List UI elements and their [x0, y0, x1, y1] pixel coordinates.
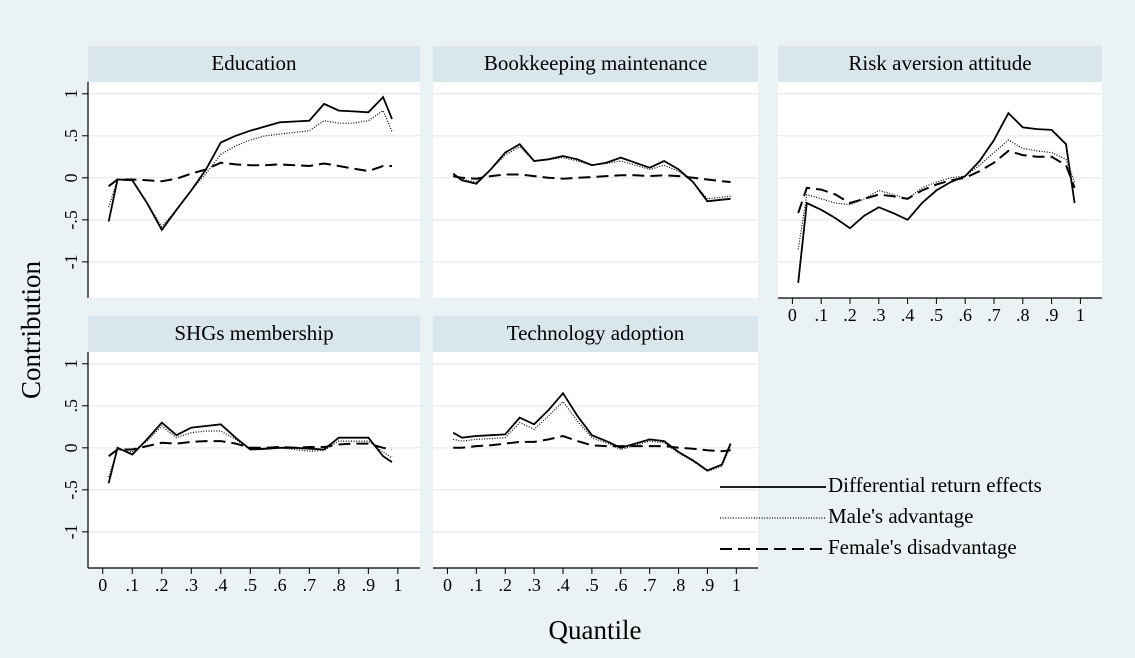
series-line	[453, 173, 731, 183]
x-tick-label: 0	[788, 305, 797, 325]
legend-label: Male's advantage	[828, 504, 973, 528]
y-tick-label: -.5	[61, 210, 81, 230]
x-tick-label: 1	[1076, 305, 1085, 325]
x-tick-label: .3	[872, 305, 886, 325]
plot-area	[778, 82, 1102, 298]
legend-label: Female's disadvantage	[828, 535, 1017, 559]
x-tick-label: 1	[732, 575, 741, 595]
x-tick-label: .9	[701, 575, 715, 595]
y-tick-label: 1	[61, 359, 81, 368]
series-line	[108, 440, 393, 457]
series-line	[453, 434, 731, 453]
y-tick-label: 0	[61, 443, 81, 452]
y-tick-label: .5	[61, 399, 81, 413]
y-tick-label: .5	[61, 129, 81, 143]
x-tick-label: 1	[393, 575, 402, 595]
series-line	[107, 95, 393, 232]
x-tick-label: .1	[126, 575, 140, 595]
x-tick-label: .5	[585, 575, 599, 595]
panel-header	[88, 316, 420, 352]
x-tick-label: 0	[98, 575, 107, 595]
panel-title: Bookkeeping maintenance	[484, 51, 707, 75]
x-tick-label: .4	[901, 305, 915, 325]
x-tick-label: .4	[214, 575, 228, 595]
panel-header	[433, 46, 758, 82]
x-tick-label: .7	[303, 575, 317, 595]
y-tick-label: -1	[61, 254, 81, 269]
x-tick-label: .1	[470, 575, 484, 595]
panel-title: Technology adoption	[507, 321, 685, 345]
x-axis-title: Quantile	[549, 615, 642, 645]
plot-area	[433, 82, 758, 298]
panel-title: Risk aversion attitude	[848, 51, 1031, 75]
plot-area	[88, 352, 420, 568]
x-tick-label: .2	[498, 575, 512, 595]
series-line	[797, 139, 1076, 250]
series-line	[108, 161, 392, 187]
x-tick-label: .8	[1016, 305, 1030, 325]
x-tick-label: .3	[185, 575, 199, 595]
x-tick-label: .7	[987, 305, 1001, 325]
x-tick-label: .9	[1045, 305, 1059, 325]
x-tick-label: .8	[672, 575, 686, 595]
plot-area	[433, 352, 758, 568]
x-tick-label: .6	[614, 575, 628, 595]
y-tick-label: 1	[61, 89, 81, 98]
panel-header	[88, 46, 420, 82]
x-tick-label: .2	[843, 305, 857, 325]
series-line	[452, 145, 731, 200]
x-tick-label: .6	[958, 305, 972, 325]
x-tick-label: .5	[244, 575, 258, 595]
y-tick-label: 0	[61, 173, 81, 182]
x-tick-label: .5	[930, 305, 944, 325]
x-tick-label: .2	[155, 575, 169, 595]
x-tick-label: .9	[362, 575, 376, 595]
x-tick-label: .6	[273, 575, 287, 595]
panel-title: Education	[211, 51, 297, 75]
series-line	[108, 109, 393, 228]
x-tick-label: .3	[527, 575, 541, 595]
y-axis-title: Contribution	[16, 261, 46, 400]
series-line	[452, 391, 732, 472]
x-tick-label: 0	[443, 575, 452, 595]
x-tick-label: .7	[643, 575, 657, 595]
series-line	[797, 111, 1076, 283]
series-line	[108, 425, 393, 478]
x-tick-label: .4	[556, 575, 570, 595]
series-line	[797, 149, 1076, 214]
panel-header	[778, 46, 1102, 82]
x-tick-label: .8	[332, 575, 346, 595]
y-tick-label: -.5	[61, 480, 81, 500]
x-tick-label: .1	[814, 305, 828, 325]
panel-title: SHGs membership	[174, 321, 333, 345]
legend-label: Differential return effects	[828, 473, 1042, 497]
panel-header	[433, 316, 758, 352]
y-tick-label: -1	[61, 524, 81, 539]
